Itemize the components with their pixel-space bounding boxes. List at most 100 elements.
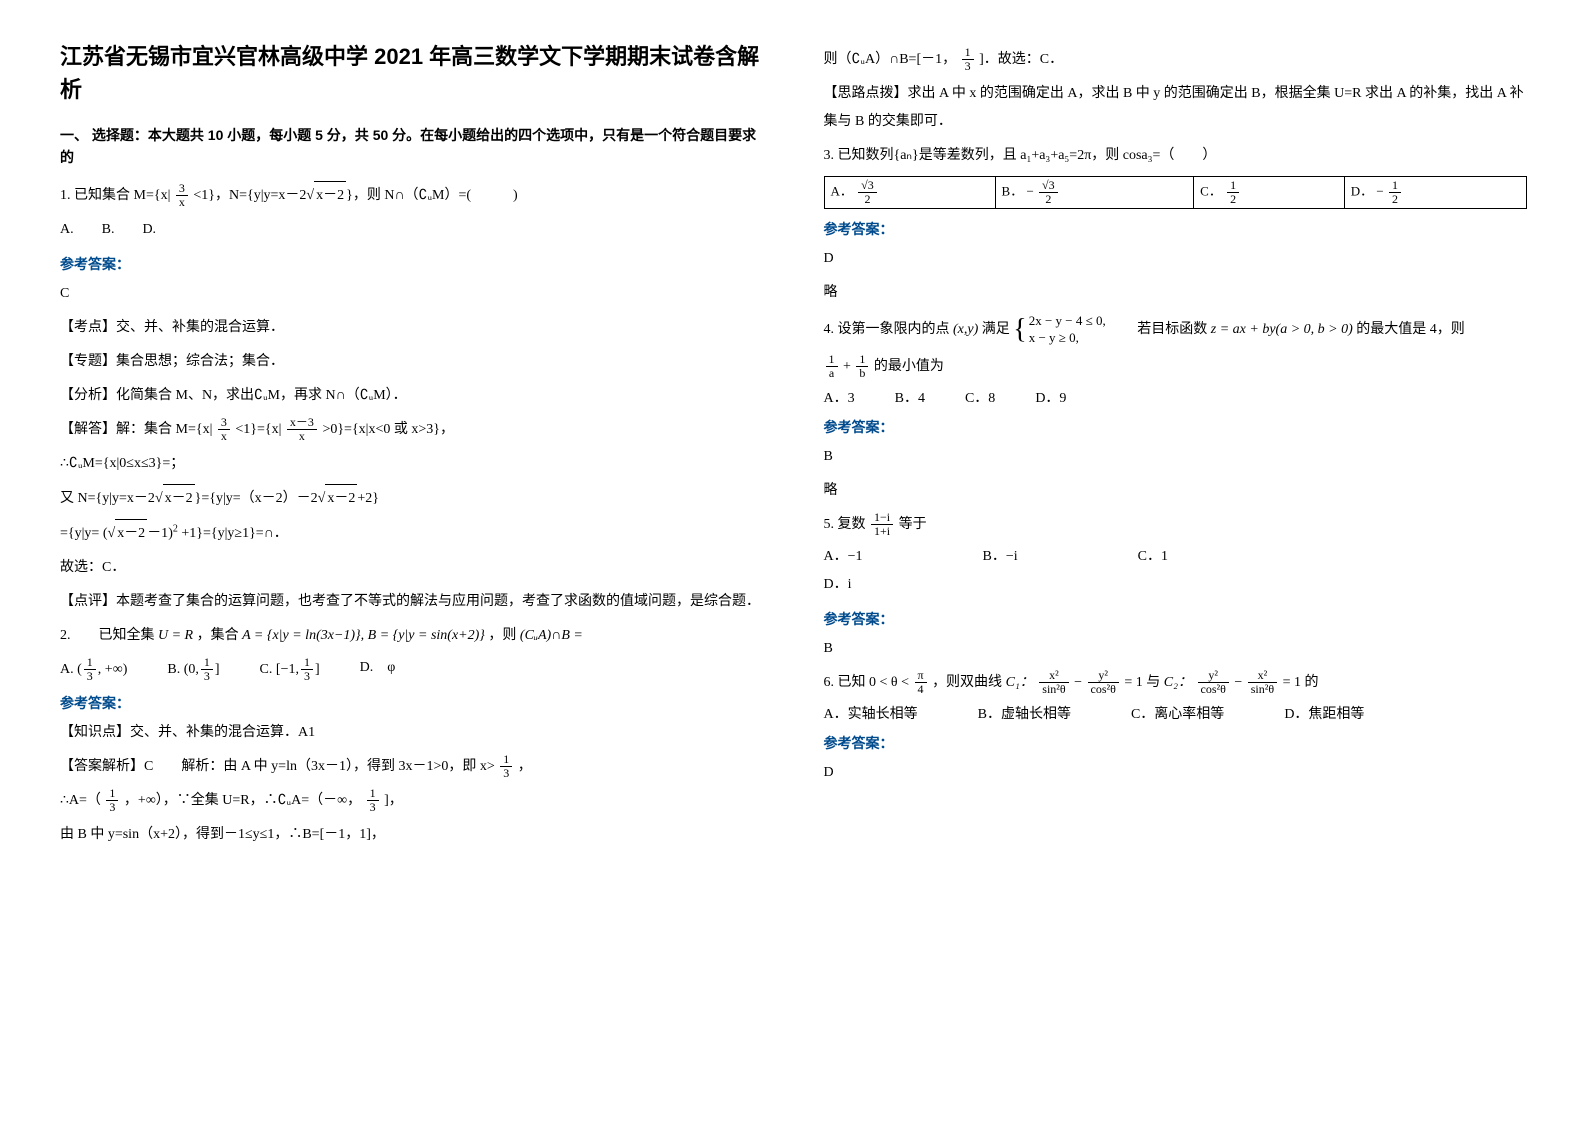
right-column: 则（∁ᵤA）∩B=[－1， 13 ]．故选：C． 【思路点拨】求出 A 中 x … <box>824 40 1528 855</box>
q6-opt-c: C．离心率相等 <box>1131 703 1224 723</box>
answer-label: 参考答案： <box>824 609 1528 629</box>
math: A = {x|y = ln(3x−1)}, B = {y|y = sin(x+2… <box>242 628 485 643</box>
frac: 1a <box>826 353 838 380</box>
frac-den: sin²θ <box>1039 683 1068 696</box>
frac-den: 2 <box>1227 193 1239 206</box>
q1-solve-4: ={y|y= (x－2－1)2 +1}={y|y≥1}=∩． <box>60 519 764 548</box>
cases-bracket: { 2x − y − 4 ≤ 0, x − y ≥ 0, <box>1013 313 1106 347</box>
q2-solve-1: 【答案解析】C 解析：由 A 中 y=ln（3x－1），得到 3x－1>0，即 … <box>60 753 764 781</box>
math: C₂： <box>1164 675 1192 690</box>
cases-body: 2x − y − 4 ≤ 0, x − y ≥ 0, <box>1029 313 1106 347</box>
opt-label: A. <box>60 662 74 677</box>
q4-opt-c: C．8 <box>965 387 995 407</box>
frac-num: 1 <box>1227 179 1239 193</box>
math: z = ax + by(a > 0, b > 0) <box>1211 322 1353 337</box>
frac: 3 x <box>218 416 230 443</box>
section-1-heading: 一、 选择题：本大题共 10 小题，每小题 5 分，共 50 分。在每小题给出的… <box>60 124 764 169</box>
table-row: A． √32 B． − √32 C． 12 D． − 12 <box>824 177 1527 209</box>
text: 4. 设第一象限内的点 <box>824 322 950 337</box>
sign: − <box>1026 184 1033 199</box>
q3-brief: 略 <box>824 279 1528 307</box>
frac: x－3 x <box>287 416 317 443</box>
text: >0}={x|x<0 或 x>3}， <box>322 422 454 437</box>
q3-option-table: A． √32 B． − √32 C． 12 D． − 12 <box>824 176 1528 209</box>
answer-label: 参考答案： <box>824 219 1528 239</box>
text: 的最大值是 4，则 <box>1356 322 1465 337</box>
frac: 12 <box>1227 179 1239 206</box>
q1-point: 【考点】交、并、补集的混合运算． <box>60 314 764 342</box>
q1-solve-3: 又 N={y|y=x－2x－2}={y|y=（x－2）－2x－2+2} <box>60 484 764 513</box>
text: ]．故选：C． <box>979 52 1063 67</box>
case-line: x − y ≥ 0, <box>1029 330 1106 347</box>
frac-den: sin²θ <box>1248 683 1277 696</box>
frac: 13 <box>367 787 379 814</box>
q3-stem: 3. 已知数列{aₙ}是等差数列，且 a₁+a₃+a₅=2π，则 cosa₃=（… <box>824 142 1528 170</box>
frac-num: 1 <box>826 353 838 367</box>
answer-label: 参考答案： <box>824 417 1528 437</box>
q1-topic: 【专题】集合思想；综合法；集合． <box>60 348 764 376</box>
frac-den: 3 <box>84 670 96 683</box>
frac-den: cos²θ <box>1088 683 1119 696</box>
frac: √32 <box>858 179 877 206</box>
opt-label: B． <box>1002 184 1024 199</box>
frac-den: 2 <box>858 193 877 206</box>
q2-solve-3: 由 B 中 y=sin（x+2），得到－1≤y≤1，∴B=[－1，1]， <box>60 821 764 849</box>
frac-num: π <box>915 669 927 683</box>
page-container: 江苏省无锡市宜兴官林高级中学 2021 年高三数学文下学期期末试卷含解析 一、 … <box>60 40 1527 855</box>
frac-den: 3 <box>201 670 213 683</box>
frac-num: 1 <box>106 787 118 801</box>
q1-options: A. B. D. <box>60 216 764 244</box>
frac-num: √3 <box>1039 179 1058 193</box>
text: 0, <box>188 662 199 677</box>
q5-opt-b: B．−i <box>983 545 1018 565</box>
frac-num: y² <box>1198 669 1229 683</box>
text: ]， <box>384 793 403 808</box>
q5-opt-a: A．−1 <box>824 545 863 565</box>
q2-solve-2: ∴A=（ 13 ，+∞），∵全集 U=R，∴∁ᵤA=（－∞， 13 ]， <box>60 787 764 815</box>
frac-den: 4 <box>915 683 927 696</box>
answer-label: 参考答案： <box>60 693 764 713</box>
text: 满足 <box>982 322 1010 337</box>
frac-den: b <box>856 367 868 380</box>
q2-options: A. (13, +∞) B. (0,13] C. [−1,13] D. φ <box>60 656 764 683</box>
opt-label: B. <box>167 662 180 677</box>
frac-den: x <box>176 196 188 209</box>
q4-stem-2: 1a + 1b 的最小值为 <box>824 353 1528 381</box>
sqrt-body: x－2 <box>115 519 147 548</box>
frac-den: x <box>218 430 230 443</box>
text: ，集合 <box>197 628 239 643</box>
frac-num: 1 <box>301 656 313 670</box>
q4-opt-b: B．4 <box>895 387 925 407</box>
q5-opt-d: D．i <box>824 571 1528 599</box>
frac-num: x² <box>1248 669 1277 683</box>
frac: 12 <box>1389 179 1401 206</box>
frac-den: a <box>826 367 838 380</box>
opt-label: C. <box>260 662 273 677</box>
math: (x,y) <box>953 322 978 337</box>
frac-num: 1 <box>84 656 96 670</box>
q4-opt-d: D．9 <box>1035 387 1066 407</box>
q5-stem: 5. 复数 1−i1+i 等于 <box>824 511 1528 539</box>
frac-den: cos²θ <box>1198 683 1229 696</box>
frac-den: 3 <box>367 801 379 814</box>
q1-answer: C <box>60 280 764 308</box>
plus-icon: + <box>843 359 851 374</box>
q6-opt-b: B．虚轴长相等 <box>978 703 1071 723</box>
math: C₁： <box>1006 675 1034 690</box>
frac-den: 2 <box>1039 193 1058 206</box>
q2-opt-c: C. [−1,13] <box>260 656 320 683</box>
text: ， <box>518 759 532 774</box>
text: ={y|y= <box>60 526 99 541</box>
q3-opt-c: C． 12 <box>1194 177 1345 209</box>
q4-answer: B <box>824 443 1528 471</box>
text: ，则 <box>488 628 516 643</box>
q6-stem: 6. 已知 0 < θ < π4 ，则双曲线 C₁： x²sin²θ − y²c… <box>824 669 1528 697</box>
frac: y²cos²θ <box>1198 669 1229 696</box>
q2-hint: 【思路点拨】求出 A 中 x 的范围确定出 A，求出 B 中 y 的范围确定出 … <box>824 80 1528 136</box>
math: (CᵤA)∩B = <box>520 628 583 643</box>
q3-opt-d: D． − 12 <box>1344 177 1526 209</box>
sqrt-icon: x－2 <box>306 181 346 210</box>
q1-comment: 【点评】本题考查了集合的运算问题，也考查了不等式的解法与应用问题，考查了求函数的… <box>60 588 764 616</box>
text: 若目标函数 <box>1109 322 1207 337</box>
frac-den: x <box>287 430 317 443</box>
